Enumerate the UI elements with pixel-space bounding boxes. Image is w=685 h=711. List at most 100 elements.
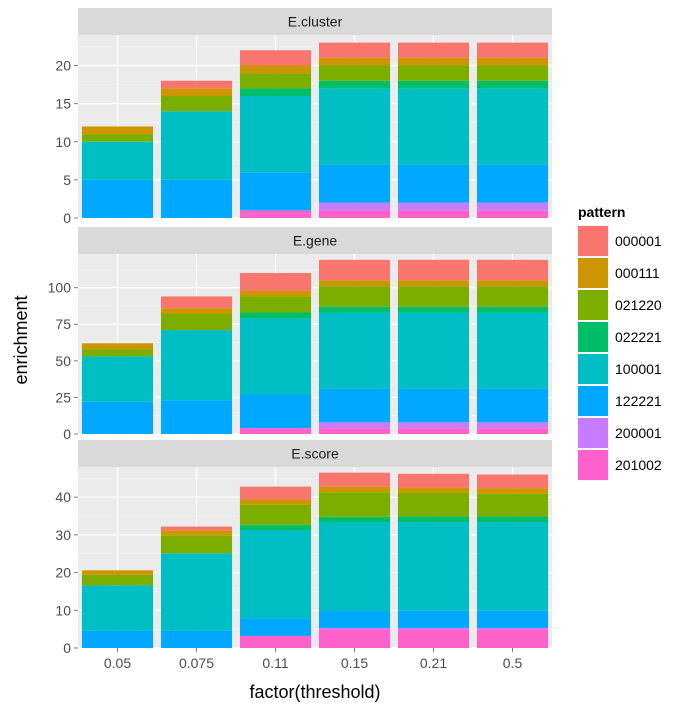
bar-segment-100001 [318, 312, 391, 389]
bar-segment-100001 [81, 356, 154, 402]
bar-segment-021220 [239, 73, 312, 89]
bar-segment-022221 [239, 525, 312, 530]
bar-segment-000001 [239, 50, 312, 66]
bar-segment-000111 [160, 308, 233, 314]
bar-segment-000111 [397, 57, 470, 66]
bar-segment-021220 [476, 65, 549, 81]
bar-segment-000001 [476, 474, 549, 489]
bar-segment-100001 [160, 553, 233, 631]
bar-segment-122221 [476, 388, 549, 423]
bar-segment-100001 [397, 88, 470, 165]
y-tick-label: 0 [63, 210, 71, 226]
panel-e-score: E.score 0 10 20 30 40 [55, 440, 552, 656]
facet-strip [78, 8, 552, 35]
bar-segment-000001 [476, 42, 549, 58]
bar-segment-000111 [160, 530, 233, 536]
legend-swatch-000111 [578, 258, 608, 288]
bar-segment-022221 [397, 516, 470, 523]
bar-segment-021220 [397, 286, 470, 307]
bar-segment-201002 [318, 428, 391, 434]
x-tick-label: 0.075 [179, 655, 214, 671]
bar-segment-022221 [476, 80, 549, 89]
bar-segment-200001 [476, 628, 549, 630]
y-tick-label: 75 [55, 316, 71, 332]
bar-segment-122221 [160, 400, 233, 434]
panel-background [78, 254, 552, 434]
bar-segment-100001 [239, 96, 312, 173]
bar-segment-022221 [239, 312, 312, 319]
bar-segment-000111 [81, 570, 154, 575]
bar-segment-100001 [239, 529, 312, 619]
bar-segment-000111 [318, 280, 391, 287]
x-tick-label: 0.15 [341, 655, 368, 671]
legend-label: 022221 [615, 329, 662, 345]
bar-segment-022221 [476, 306, 549, 313]
legend-swatch-022221 [578, 322, 608, 352]
bar-segment-000111 [81, 343, 154, 350]
bar-segment-000111 [239, 290, 312, 297]
y-tick-label: 100 [48, 280, 72, 296]
bar-segment-200001 [318, 422, 391, 429]
bar-segment-122221 [81, 401, 154, 434]
bar-segment-021220 [81, 574, 154, 586]
bar-segment-000111 [81, 126, 154, 135]
bar-segment-100001 [160, 330, 233, 401]
bar-segment-122221 [81, 179, 154, 218]
bar-segment-022221 [397, 306, 470, 313]
legend-label: 000001 [615, 233, 662, 249]
legend-title: pattern [578, 204, 625, 220]
bar-segment-201002 [318, 629, 391, 648]
legend-swatch-100001 [578, 354, 608, 384]
bar-segment-022221 [397, 80, 470, 89]
bar-segment-000001 [160, 80, 233, 89]
facet-strip-label: E.cluster [288, 14, 343, 30]
bar-segment-021220 [160, 314, 233, 331]
legend-label: 201002 [615, 457, 662, 473]
bar-segment-122221 [476, 610, 549, 629]
bar-segment-000001 [476, 259, 549, 281]
bar-segment-200001 [397, 628, 470, 630]
bar-segment-122221 [476, 164, 549, 203]
bar-segment-100001 [476, 312, 549, 389]
bar-segment-021220 [160, 535, 233, 554]
bar-segment-022221 [476, 516, 549, 523]
bar-segment-000111 [476, 488, 549, 494]
y-tick-label: 50 [55, 353, 71, 369]
bar-segment-021220 [397, 493, 470, 517]
y-tick-label: 40 [55, 489, 71, 505]
legend-swatch-200001 [578, 418, 608, 448]
bar-segment-000111 [239, 499, 312, 505]
bar-segment-201002 [397, 629, 470, 648]
y-axis-title: enrichment [11, 295, 31, 384]
bar-segment-000111 [239, 65, 312, 74]
bar-segment-021220 [239, 296, 312, 313]
bar-segment-022221 [318, 306, 391, 313]
bar-segment-100001 [476, 88, 549, 165]
y-tick-label: 20 [55, 58, 71, 74]
bar-segment-000001 [160, 296, 233, 309]
bar-segment-021220 [318, 65, 391, 81]
bar-segment-100001 [81, 585, 154, 631]
bar-segment-200001 [476, 202, 549, 211]
bar-segment-000001 [160, 526, 233, 531]
legend-swatch-201002 [578, 450, 608, 480]
bar-segment-201002 [397, 428, 470, 434]
bar-segment-122221 [397, 610, 470, 629]
bar-segment-000001 [318, 259, 391, 281]
bar-segment-201002 [239, 210, 312, 218]
facet-strip [78, 227, 552, 254]
bar-segment-021220 [81, 134, 154, 142]
bar-segment-201002 [476, 629, 549, 648]
y-tick-label: 25 [55, 389, 71, 405]
facet-strip [78, 440, 552, 467]
bar-segment-021220 [476, 493, 549, 517]
bar-segment-000111 [318, 486, 391, 493]
panel-e-cluster: E.cluster 0 5 10 15 20 [55, 8, 552, 226]
bar-segment-100001 [239, 318, 312, 395]
bar-segment-021220 [81, 349, 154, 357]
bar-segment-021220 [160, 96, 233, 112]
legend-label: 122221 [615, 393, 662, 409]
x-axis-title: factor(threshold) [249, 682, 380, 702]
bar-segment-000111 [397, 280, 470, 287]
bar-segment-122221 [160, 179, 233, 218]
